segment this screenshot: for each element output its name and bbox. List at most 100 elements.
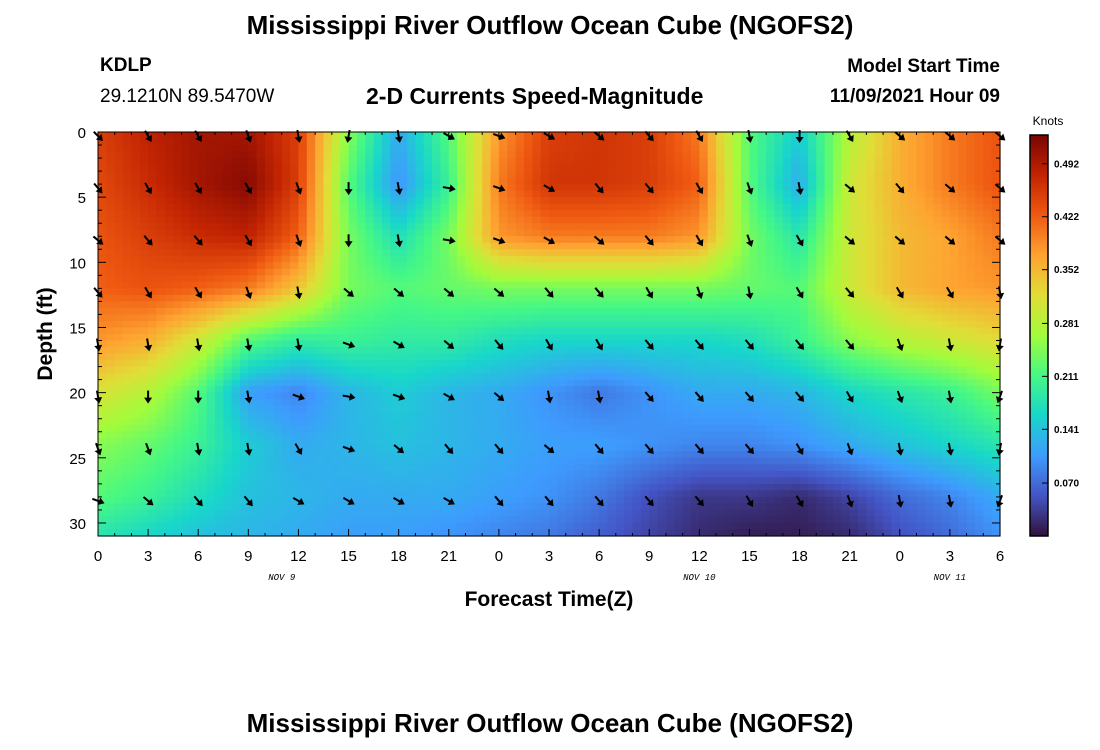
heatmap-cell <box>607 425 617 433</box>
heatmap-cell <box>590 327 600 335</box>
heatmap-cell <box>732 229 742 237</box>
heatmap-cell <box>983 288 993 296</box>
heatmap-cell <box>348 216 358 224</box>
heatmap-cell <box>415 281 425 289</box>
heatmap-cell <box>574 190 584 198</box>
heatmap-cell <box>832 347 842 355</box>
heatmap-cell <box>933 425 943 433</box>
heatmap-cell <box>331 334 341 342</box>
heatmap-cell <box>624 145 634 153</box>
heatmap-cell <box>181 197 191 205</box>
heatmap-cell <box>532 138 542 146</box>
heatmap-cell <box>148 190 158 198</box>
heatmap-cell <box>699 294 709 303</box>
heatmap-cell <box>390 340 400 348</box>
heatmap-cell <box>741 177 751 185</box>
heatmap-cell <box>674 255 684 263</box>
heatmap-cell <box>373 151 383 159</box>
heatmap-cell <box>256 216 266 224</box>
heatmap-cell <box>290 184 300 192</box>
heatmap-cell <box>632 373 642 381</box>
heatmap-cell <box>148 399 158 407</box>
heatmap-cell <box>574 242 584 250</box>
heatmap-cell <box>214 151 224 159</box>
heatmap-cell <box>248 418 258 426</box>
heatmap-cell <box>465 158 475 166</box>
heatmap-cell <box>908 379 918 387</box>
heatmap-cell <box>933 307 943 316</box>
heatmap-cell <box>515 399 525 407</box>
heatmap-cell <box>716 399 725 407</box>
heatmap-cell <box>148 132 158 140</box>
heatmap-cell <box>198 307 208 316</box>
heatmap-cell <box>549 210 558 218</box>
heatmap-cell <box>916 379 926 387</box>
heatmap-cell <box>457 171 467 179</box>
heatmap-cell <box>365 347 375 355</box>
heatmap-cell <box>933 145 943 153</box>
heatmap-cell <box>148 405 158 413</box>
heatmap-cell <box>674 373 684 381</box>
heatmap-cell <box>699 223 709 231</box>
heatmap-cell <box>523 249 533 257</box>
heatmap-cell <box>432 236 442 244</box>
heatmap-cell <box>131 294 141 303</box>
heatmap-cell <box>323 294 333 303</box>
heatmap-cell <box>858 301 867 309</box>
heatmap-cell <box>457 405 467 413</box>
heatmap-cell <box>824 242 834 250</box>
heatmap-cell <box>214 301 224 309</box>
heatmap-cell <box>532 425 542 433</box>
heatmap-cell <box>248 255 258 263</box>
heatmap-cell <box>323 229 333 237</box>
heatmap-cell <box>891 327 901 335</box>
heatmap-cell <box>98 255 107 263</box>
heatmap-cell <box>974 412 984 420</box>
heatmap-cell <box>665 307 675 316</box>
heatmap-cell <box>816 138 826 146</box>
heatmap-cell <box>899 392 909 400</box>
heatmap-cell <box>874 210 884 218</box>
heatmap-cell <box>173 373 183 381</box>
heatmap-cell <box>657 386 667 394</box>
heatmap-cell <box>949 340 959 348</box>
heatmap-cell <box>782 314 792 322</box>
heatmap-cell <box>189 229 199 237</box>
heatmap-cell <box>239 379 249 387</box>
heatmap-cell <box>799 307 809 316</box>
heatmap-cell <box>398 412 408 420</box>
heatmap-cell <box>473 366 483 374</box>
heatmap-cell <box>615 145 625 153</box>
heatmap-cell <box>565 216 575 224</box>
heatmap-cell <box>281 418 291 426</box>
heatmap-cell <box>348 151 358 159</box>
heatmap-cell <box>607 360 617 368</box>
heatmap-cell <box>632 203 642 211</box>
heatmap-cell <box>306 177 316 185</box>
heatmap-cell <box>824 177 834 185</box>
heatmap-cell <box>323 340 333 348</box>
heatmap-cell <box>549 229 558 237</box>
heatmap-cell <box>690 164 700 172</box>
heatmap-cell <box>624 392 634 400</box>
heatmap-cell <box>690 210 700 218</box>
heatmap-cell <box>239 190 249 198</box>
heatmap-cell <box>841 294 851 303</box>
heatmap-cell <box>582 275 592 283</box>
heatmap-cell <box>724 158 734 166</box>
heatmap-cell <box>841 171 851 179</box>
heatmap-cell <box>306 340 316 348</box>
heatmap-cell <box>189 268 199 276</box>
heatmap-cell <box>682 320 692 329</box>
heatmap-cell <box>164 249 174 257</box>
heatmap-cell <box>356 197 366 205</box>
heatmap-cell <box>423 373 433 381</box>
heatmap-cell <box>674 190 684 198</box>
heatmap-cell <box>356 190 366 198</box>
heatmap-cell <box>540 210 550 218</box>
heatmap-cell <box>523 158 533 166</box>
heatmap-cell <box>306 379 316 387</box>
heatmap-cell <box>473 249 483 257</box>
heatmap-cell <box>181 405 191 413</box>
heatmap-cell <box>991 392 1001 400</box>
